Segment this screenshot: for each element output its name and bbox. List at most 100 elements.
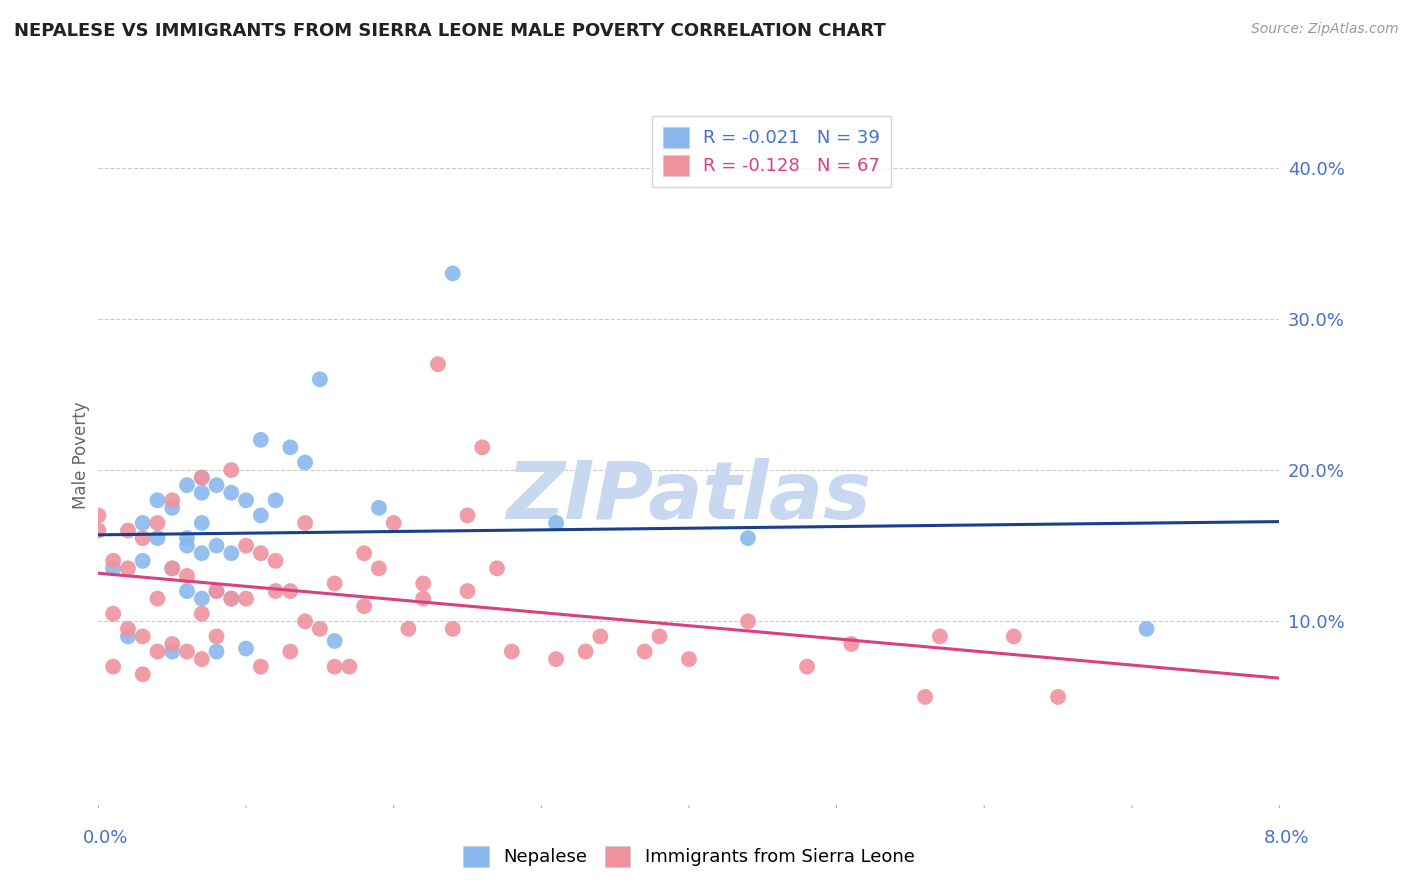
Point [294,615,316,629]
Point [205,539,228,553]
Point [219,463,242,477]
Point [176,531,198,545]
Point [117,629,139,643]
Point [132,554,155,568]
Point [839,637,862,651]
Point [132,516,155,530]
Point [205,629,228,643]
Point [456,508,478,523]
Point [162,637,183,651]
Point [235,539,257,553]
Point [176,644,198,658]
Point [219,591,242,606]
Point [323,576,346,591]
Point [191,470,214,484]
Point [162,561,183,575]
Y-axis label: Male Poverty: Male Poverty [72,401,90,508]
Point [308,372,332,386]
Point [412,576,434,591]
Point [219,591,242,606]
Point [678,652,700,666]
Point [485,561,508,575]
Point [294,516,316,530]
Point [191,470,214,484]
Point [191,591,214,606]
Point [162,493,183,508]
Point [250,433,273,447]
Point [367,500,389,515]
Text: 0.0%: 0.0% [83,829,128,847]
Point [546,652,568,666]
Point [278,441,302,455]
Point [117,622,139,636]
Point [441,622,464,636]
Point [87,524,110,538]
Point [146,531,169,545]
Point [278,644,302,658]
Point [103,607,125,621]
Point [219,485,242,500]
Point [146,591,169,606]
Point [426,357,449,371]
Point [546,516,568,530]
Point [308,622,332,636]
Text: Source: ZipAtlas.com: Source: ZipAtlas.com [1251,22,1399,37]
Point [323,634,346,648]
Point [205,584,228,599]
Point [396,622,419,636]
Point [1135,622,1157,636]
Point [250,659,273,673]
Point [205,584,228,599]
Point [132,531,155,545]
Point [205,644,228,658]
Point [353,599,375,614]
Point [589,629,612,643]
Point [191,546,214,560]
Point [235,641,257,656]
Text: ZIPatlas: ZIPatlas [506,458,872,536]
Point [928,629,950,643]
Point [294,455,316,469]
Point [648,629,671,643]
Point [191,516,214,530]
Point [176,584,198,599]
Point [250,546,273,560]
Point [337,659,360,673]
Point [103,554,125,568]
Point [205,478,228,492]
Point [117,561,139,575]
Text: 8.0%: 8.0% [1264,829,1309,847]
Point [235,493,257,508]
Point [176,478,198,492]
Point [146,516,169,530]
Point [103,659,125,673]
Point [796,659,818,673]
Point [441,267,464,281]
Point [132,667,155,681]
Point [264,493,287,508]
Point [737,531,759,545]
Point [323,659,346,673]
Point [117,524,139,538]
Point [191,607,214,621]
Point [633,644,655,658]
Point [574,644,596,658]
Legend: Nepalese, Immigrants from Sierra Leone: Nepalese, Immigrants from Sierra Leone [456,838,922,874]
Point [914,690,936,704]
Point [382,516,405,530]
Point [162,561,183,575]
Point [456,584,478,599]
Point [219,546,242,560]
Point [471,441,494,455]
Point [191,485,214,500]
Text: NEPALESE VS IMMIGRANTS FROM SIERRA LEONE MALE POVERTY CORRELATION CHART: NEPALESE VS IMMIGRANTS FROM SIERRA LEONE… [14,22,886,40]
Point [1002,629,1025,643]
Point [250,508,273,523]
Point [235,591,257,606]
Point [132,629,155,643]
Point [501,644,523,658]
Point [191,652,214,666]
Point [146,493,169,508]
Point [176,569,198,583]
Point [103,561,125,575]
